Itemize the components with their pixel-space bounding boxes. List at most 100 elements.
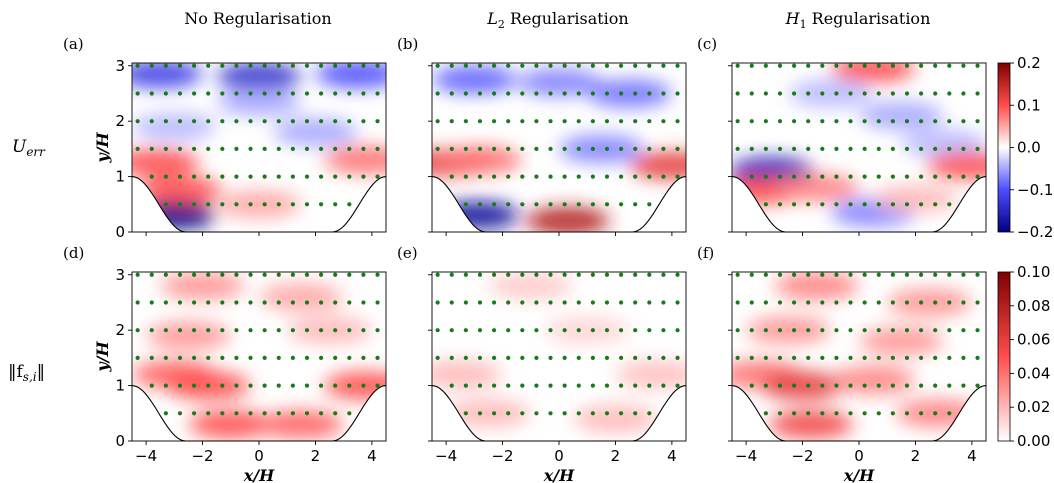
- y-tick-label: 1: [115, 377, 125, 395]
- probe-point: [633, 383, 638, 388]
- colorbar-tick-label: −0.1: [1017, 181, 1053, 199]
- probe-point: [234, 411, 239, 416]
- colorbar-tick-label: 0.2: [1017, 54, 1041, 72]
- probe-point: [618, 63, 624, 68]
- probe-point: [149, 91, 154, 96]
- probe-point: [777, 63, 783, 68]
- probe-point: [862, 146, 867, 151]
- probe-point: [791, 202, 797, 207]
- probe-point: [206, 383, 211, 388]
- probe-points: [435, 272, 680, 416]
- probe-point: [361, 272, 366, 277]
- probe-point: [290, 174, 295, 179]
- probe-point: [220, 63, 225, 68]
- probe-point: [975, 355, 980, 360]
- probe-point: [220, 300, 225, 305]
- probe-point: [506, 91, 511, 96]
- probe-point: [647, 63, 652, 68]
- probe-point: [904, 174, 910, 179]
- probe-point: [361, 174, 366, 179]
- probe-point: [933, 411, 938, 416]
- probe-point: [206, 272, 211, 277]
- probe-point: [491, 411, 497, 416]
- probe-point: [604, 146, 610, 151]
- probe-point: [318, 174, 324, 179]
- probe-point: [361, 300, 366, 305]
- probe-point: [491, 174, 497, 179]
- probe-point: [463, 119, 468, 124]
- panel-label-b: (b): [397, 35, 418, 53]
- probe-point: [191, 383, 197, 388]
- probe-point: [763, 328, 768, 333]
- probe-point: [562, 91, 567, 96]
- probe-point: [520, 328, 525, 333]
- probe-point: [876, 174, 881, 179]
- probe-point: [918, 119, 924, 124]
- probe-point: [220, 272, 225, 277]
- probe-point: [361, 355, 366, 360]
- probe-point: [304, 300, 310, 305]
- probe-point: [848, 146, 853, 151]
- probe-point: [763, 119, 768, 124]
- probe-point: [506, 174, 511, 179]
- probe-point: [749, 63, 754, 68]
- field-blob: [287, 316, 372, 345]
- probe-point: [661, 63, 666, 68]
- probe-point: [491, 328, 497, 333]
- probe-point: [477, 174, 483, 179]
- x-tick-label: −4: [735, 447, 757, 465]
- probe-point: [163, 272, 168, 277]
- probe-point: [149, 355, 154, 360]
- probe-point: [463, 63, 468, 68]
- probe-point: [647, 328, 652, 333]
- probe-point: [491, 146, 497, 151]
- probe-point: [661, 355, 666, 360]
- field-blob: [769, 410, 854, 439]
- probe-point: [534, 300, 539, 305]
- probe-point: [304, 328, 310, 333]
- probe-point: [618, 119, 624, 124]
- probe-point: [961, 328, 966, 333]
- probe-point: [463, 383, 468, 388]
- probe-point: [961, 63, 966, 68]
- probe-point: [262, 91, 267, 96]
- probe-point: [304, 91, 310, 96]
- probe-point: [675, 383, 680, 388]
- probe-point: [248, 146, 253, 151]
- probe-point: [961, 119, 966, 124]
- probe-point: [876, 202, 881, 207]
- probe-point: [534, 119, 539, 124]
- probe-point: [135, 146, 140, 151]
- probe-point: [375, 174, 380, 179]
- probe-point: [890, 272, 895, 277]
- colorbar-tick-label: 0.06: [1017, 331, 1050, 349]
- probe-point: [862, 355, 867, 360]
- probe-point: [918, 383, 924, 388]
- probe-point: [947, 91, 952, 96]
- field-blob: [774, 173, 859, 202]
- probe-point: [206, 146, 211, 151]
- probe-point: [477, 119, 483, 124]
- probe-point: [333, 300, 338, 305]
- probe-point: [191, 328, 197, 333]
- probe-point: [834, 272, 839, 277]
- y-tick-label: 2: [115, 321, 125, 339]
- probe-point: [806, 383, 811, 388]
- field-blob: [217, 190, 301, 219]
- probe-points: [135, 63, 380, 207]
- probe-point: [820, 355, 825, 360]
- probe-point: [234, 383, 239, 388]
- probe-point: [477, 202, 483, 207]
- column-title-2: L2 Regularisation: [486, 9, 628, 31]
- probe-point: [234, 202, 239, 207]
- probe-point: [191, 355, 197, 360]
- probe-point: [820, 383, 825, 388]
- probe-point: [576, 355, 581, 360]
- field-blob: [831, 63, 916, 83]
- field-layer: [132, 63, 386, 232]
- probe-point: [220, 146, 225, 151]
- panel-label-f: (f): [697, 244, 714, 262]
- probe-point: [735, 119, 740, 124]
- probe-point: [791, 300, 797, 305]
- probe-point: [918, 202, 924, 207]
